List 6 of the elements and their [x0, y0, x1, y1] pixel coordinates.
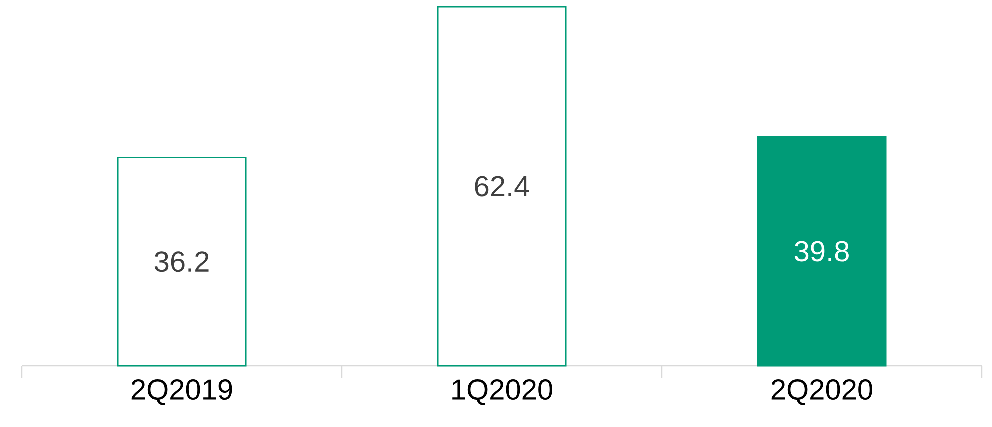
data-label: 39.8 [794, 241, 849, 262]
x-tick-label: 2Q2020 [772, 380, 872, 406]
data-label: 62.4 [475, 176, 530, 197]
data-label: 36.2 [154, 252, 209, 272]
x-tick-label: 2Q2019 [132, 380, 232, 406]
x-tick-label: 1Q2020 [452, 380, 552, 406]
